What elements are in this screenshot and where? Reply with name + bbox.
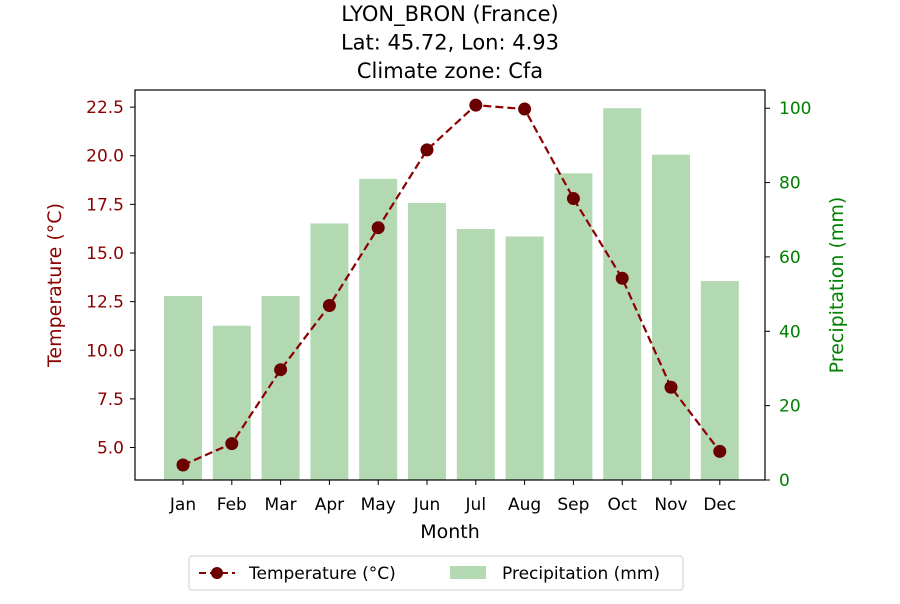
legend-precipitation-swatch: [450, 566, 486, 579]
x-tick-label: Nov: [654, 495, 687, 515]
temperature-point: [274, 363, 288, 377]
legend-temperature-label: Temperature (°C): [248, 564, 396, 584]
y-axis-right: 0 20 40 60 80 100: [765, 99, 811, 491]
temperature-point: [322, 299, 336, 313]
y-left-tick-label: 7.5: [97, 390, 124, 410]
y-right-tick-label: 0: [779, 471, 790, 491]
x-tick-label: Sep: [557, 495, 589, 515]
precipitation-bar: [652, 154, 690, 480]
chart-title-line: Lat: 45.72, Lon: 4.93: [341, 31, 559, 55]
x-axis: Jan Feb Mar Apr May Jun Jul Aug Sep Oct Nov Dec: [169, 480, 736, 515]
x-tick-label: Jun: [413, 495, 441, 515]
y-left-tick-label: 17.5: [86, 195, 124, 215]
temperature-line: [176, 98, 727, 472]
y-right-tick-label: 80: [779, 174, 801, 194]
y-left-tick-label: 5.0: [97, 439, 124, 459]
precipitation-bar: [456, 229, 495, 480]
temperature-point: [420, 143, 434, 157]
temperature-point: [566, 192, 580, 206]
precipitation-bar: [310, 223, 349, 480]
temperature-point: [713, 444, 727, 458]
x-tick-label: Oct: [607, 495, 637, 515]
legend: Temperature (°C) Precipitation (mm): [188, 555, 684, 591]
chart-title: LYON_BRON (France) Lat: 45.72, Lon: 4.93 C…: [341, 2, 559, 83]
chart-title-line: Climate zone: Cfa: [357, 59, 543, 83]
y-axis-right-label: Precipitation (mm): [826, 197, 848, 374]
y-axis-left: 5.0 7.5 10.0 12.5 15.0 17.5 20.0 22.5: [86, 98, 135, 459]
y-right-tick-label: 100: [779, 99, 811, 119]
y-right-tick-label: 20: [779, 397, 801, 417]
x-tick-label: Dec: [703, 495, 736, 515]
precipitation-bar: [554, 173, 593, 481]
x-axis-label: Month: [420, 521, 480, 543]
precipitation-bar: [603, 108, 642, 480]
temperature-point: [176, 458, 190, 472]
precipitation-bar: [408, 203, 446, 481]
temperature-point: [469, 98, 483, 112]
temperature-point: [615, 271, 629, 285]
temperature-line-path: [182, 104, 721, 467]
chart-title-line: LYON_BRON (France): [341, 2, 558, 27]
temperature-point: [518, 102, 532, 116]
x-tick-label: Jan: [169, 495, 196, 515]
x-tick-label: May: [361, 495, 396, 515]
legend-frame: [188, 555, 684, 591]
x-tick-label: Feb: [217, 495, 247, 515]
x-tick-label: Mar: [265, 495, 297, 515]
y-left-tick-label: 15.0: [86, 244, 124, 264]
y-left-tick-label: 22.5: [86, 98, 124, 118]
temperature-point: [664, 380, 678, 394]
y-right-tick-label: 60: [779, 248, 801, 268]
precipitation-bars: [164, 108, 739, 481]
legend-precipitation-label: Precipitation (mm): [502, 564, 660, 584]
y-right-tick-label: 40: [779, 322, 801, 342]
precipitation-bar: [164, 295, 202, 480]
precipitation-bar: [261, 295, 300, 480]
x-tick-label: Aug: [508, 495, 541, 515]
y-axis-left-label: Temperature (°C): [44, 203, 66, 368]
y-left-tick-label: 12.5: [86, 293, 124, 313]
precipitation-bar: [505, 236, 544, 480]
plot-frame: [134, 89, 766, 481]
y-left-tick-label: 10.0: [86, 341, 124, 361]
x-tick-label: Jul: [465, 495, 487, 515]
temperature-point: [371, 221, 385, 235]
temperature-point: [225, 437, 239, 451]
y-left-tick-label: 20.0: [86, 147, 124, 167]
precipitation-bar: [212, 325, 251, 480]
x-tick-label: Apr: [315, 495, 344, 515]
legend-temperature-marker: [211, 567, 223, 579]
